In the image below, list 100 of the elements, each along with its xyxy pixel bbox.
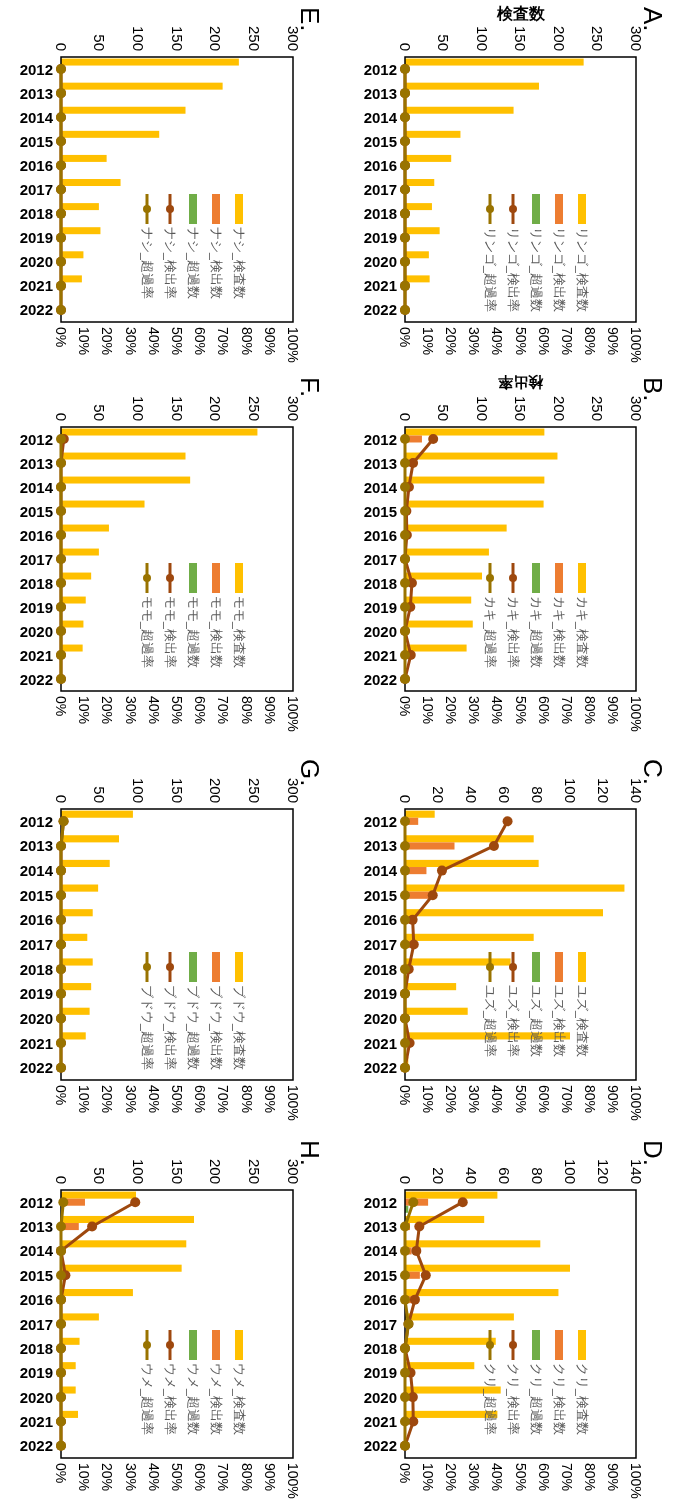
x-tick-label: 0%: [53, 696, 69, 717]
y-tick-label: 2021: [19, 1412, 53, 1430]
x-tick-label: 50%: [169, 1463, 185, 1492]
y-tick-label: 2016: [363, 1291, 397, 1309]
x2-tick-label: 100: [473, 25, 491, 51]
x2-tick-label: 40: [462, 786, 480, 803]
y-tick-label: 2017: [363, 1315, 397, 1333]
y-tick-label: 2019: [363, 229, 397, 247]
x2-tick-label: 50: [435, 404, 452, 421]
y-tick-label: 2014: [19, 1242, 54, 1260]
x2-tick-label: 50: [91, 404, 109, 421]
y-tick-label: 2016: [363, 526, 397, 544]
x-tick-label: 20%: [99, 696, 116, 725]
x2-tick-label: 150: [168, 777, 186, 803]
legend-label: ブドウ_検査数: [232, 985, 246, 1070]
y-tick-label: 2015: [19, 886, 53, 904]
x-tick-label: 80%: [581, 1463, 598, 1492]
legend-label: モモ_検出数: [209, 596, 223, 668]
x-tick-label: 40%: [145, 327, 162, 356]
y-tick-label: 2022: [19, 1437, 53, 1455]
x2-tick-label: 100: [561, 777, 579, 803]
legend-label: クリ_超過率: [483, 1363, 498, 1435]
x-tick-label: 60%: [192, 1085, 209, 1114]
legend-label: リンゴ_超過数: [529, 227, 543, 312]
y-tick-label: 2020: [363, 622, 397, 640]
y-tick-label: 2014: [363, 862, 398, 880]
x2-tick-label: 100: [129, 395, 147, 421]
x-tick-label: 80%: [238, 1085, 255, 1114]
x-tick-label: 90%: [604, 1463, 621, 1492]
legend-label: ブドウ_検出数: [209, 985, 223, 1070]
legend-label: ナシ_検出数: [209, 227, 223, 299]
legend-label: ナシ_超過率: [140, 227, 155, 299]
x-tick-label: 60%: [535, 1085, 552, 1114]
legend-label: カキ_超過率: [483, 596, 498, 668]
legend-label: ウメ_検出数: [209, 1363, 223, 1435]
x2-tick-label: 250: [589, 25, 606, 51]
x-tick-label: 100%: [628, 1085, 644, 1121]
y-tick-label: 2014: [363, 1242, 398, 1260]
y-tick-label: 2019: [19, 229, 53, 247]
legend-label: ウメ_検出率: [163, 1363, 178, 1435]
y-tick-label: 2021: [363, 1034, 397, 1052]
x-tick-label: 90%: [261, 1085, 278, 1114]
y-tick-label: 2013: [19, 454, 53, 472]
legend-label: ユズ_超過率: [483, 985, 498, 1057]
legend-label: ウメ_超過率: [140, 1363, 155, 1435]
x2-tick-label: 150: [168, 1158, 186, 1184]
x-tick-label: 70%: [558, 696, 575, 725]
x-tick-label: 30%: [122, 1085, 139, 1114]
x2-tick-label: 80: [528, 1167, 546, 1184]
y-tick-label: 2012: [19, 812, 53, 830]
y-tick-label: 2021: [363, 1412, 397, 1430]
legend-label: ウメ_検査数: [232, 1363, 246, 1435]
y-tick-label: 2012: [363, 812, 397, 830]
x2-tick-label: 50: [91, 786, 109, 803]
x-tick-label: 60%: [535, 696, 552, 725]
x2-tick-label: 100: [473, 395, 491, 421]
x-tick-label: 60%: [535, 327, 552, 356]
x-tick-label: 10%: [420, 1085, 437, 1114]
x-tick-label: 80%: [581, 696, 598, 725]
y-tick-label: 2018: [363, 205, 397, 223]
x-tick-label: 10%: [76, 327, 93, 356]
x-tick-label: 100%: [628, 1463, 644, 1499]
x2-tick-label: 100: [129, 777, 147, 803]
y-tick-label: 2013: [19, 1218, 53, 1236]
y-tick-label: 2015: [363, 132, 397, 150]
legend-label: モモ_超過数: [186, 596, 200, 668]
x2-tick-label: 60: [495, 786, 513, 803]
y-tick-label: 2018: [19, 574, 53, 592]
legend-label: ユズ_超過数: [529, 985, 543, 1057]
x-tick-label: 0%: [397, 696, 413, 717]
x2-tick-label: 0: [396, 42, 414, 51]
x-tick-label: 0%: [53, 327, 69, 348]
x2-tick-label: 0: [396, 1175, 414, 1184]
x-tick-label: 30%: [466, 1085, 483, 1114]
y-tick-label: 2018: [363, 1339, 397, 1357]
y-tick-label: 2017: [19, 936, 53, 953]
y-tick-label: 2015: [363, 502, 397, 520]
y-tick-label: 2022: [363, 670, 397, 688]
x2-tick-label: 0: [396, 794, 414, 803]
x-tick-label: 90%: [261, 327, 278, 356]
x-tick-label: 80%: [238, 696, 255, 725]
x2-tick-label: 120: [594, 777, 612, 803]
x-tick-label: 100%: [285, 696, 301, 732]
x2-tick-label: 50: [91, 34, 109, 51]
y-tick-label: 2022: [363, 301, 397, 319]
x-tick-label: 40%: [489, 696, 506, 725]
y-tick-label: 2016: [19, 156, 53, 174]
chart-title: F.: [295, 377, 325, 398]
x-tick-label: 70%: [215, 1463, 232, 1492]
x-tick-label: 10%: [76, 1463, 93, 1492]
x-tick-label: 30%: [466, 1463, 483, 1492]
x-tick-label: 80%: [581, 327, 598, 356]
x-tick-label: 70%: [558, 1463, 575, 1492]
y-tick-label: 2019: [363, 1364, 397, 1382]
x2-tick-label: 50: [91, 1167, 109, 1184]
x-tick-label: 70%: [215, 696, 232, 725]
y-tick-label: 2017: [363, 181, 397, 198]
x-tick-label: 40%: [489, 1463, 506, 1492]
y-tick-label: 2016: [363, 156, 397, 174]
x-tick-label: 30%: [122, 1463, 139, 1492]
